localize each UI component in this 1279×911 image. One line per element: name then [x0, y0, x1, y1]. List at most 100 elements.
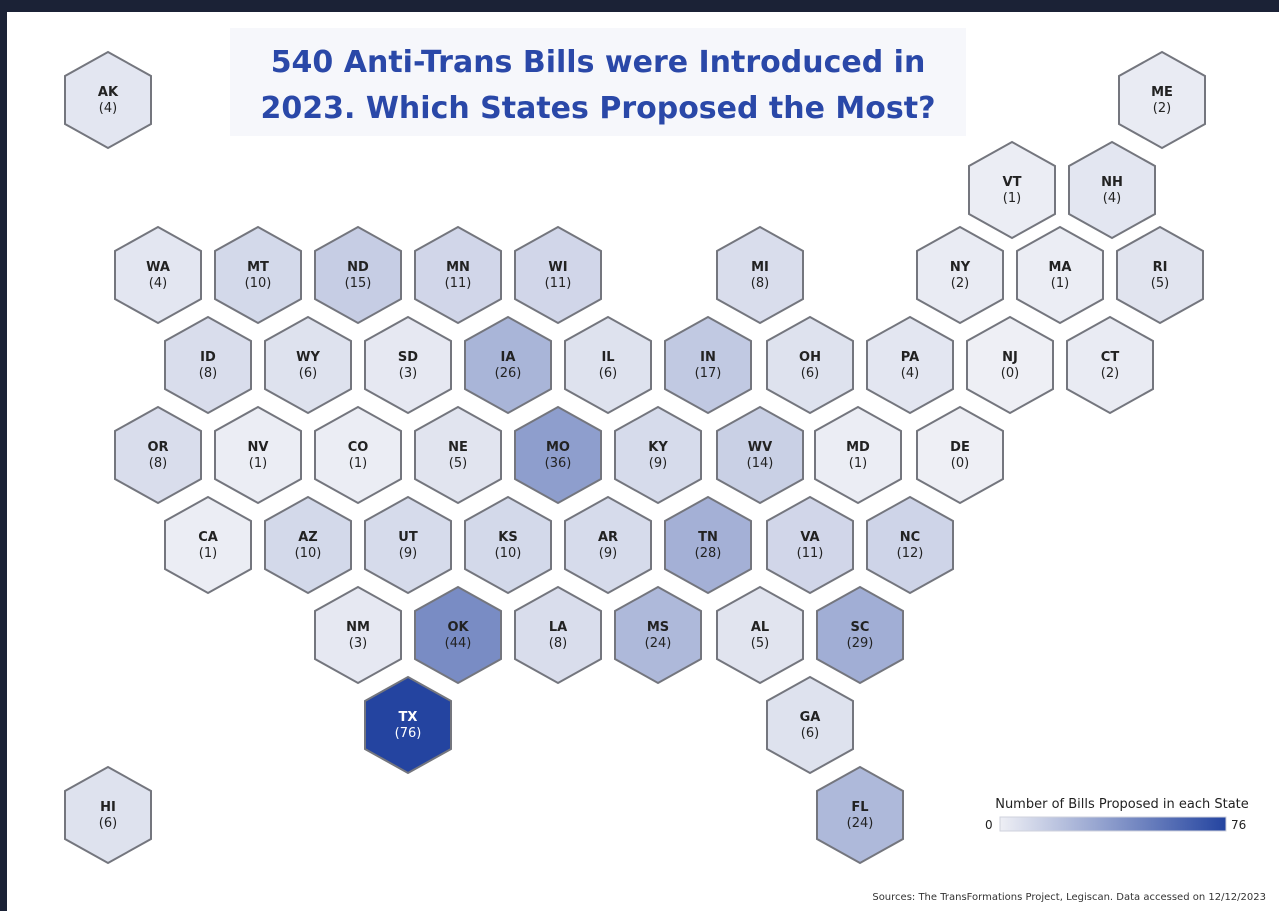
state-abbr: VA: [800, 530, 819, 545]
title-box: [230, 28, 966, 136]
state-abbr: AL: [751, 620, 769, 635]
state-abbr: MD: [846, 440, 870, 455]
state-count: (15): [345, 276, 372, 291]
state-abbr: IL: [601, 350, 614, 365]
state-count: (24): [847, 816, 874, 831]
state-hex: [966, 315, 1054, 415]
state-hex: [816, 765, 904, 865]
state-count: (5): [449, 456, 467, 471]
state-count: (1): [249, 456, 267, 471]
state-abbr: NC: [900, 530, 920, 545]
state-count: (4): [1103, 191, 1121, 206]
state-hex: [716, 585, 804, 685]
state-count: (6): [299, 366, 317, 381]
state-abbr: SD: [398, 350, 418, 365]
state-count: (28): [695, 546, 722, 561]
source: Sources: The TransFormations Project, Le…: [872, 892, 1266, 903]
state-count: (6): [801, 726, 819, 741]
state-count: (3): [349, 636, 367, 651]
state-abbr: OR: [147, 440, 168, 455]
state-count: (5): [1151, 276, 1169, 291]
state-abbr: PA: [901, 350, 919, 365]
state-hex: [114, 225, 202, 325]
state-abbr: AZ: [298, 530, 318, 545]
state-hex: [916, 225, 1004, 325]
state-hex: [314, 405, 402, 505]
state-count: (1): [1003, 191, 1021, 206]
state-count: (44): [445, 636, 472, 651]
state-abbr: IA: [501, 350, 516, 365]
state-hex: [164, 495, 252, 595]
legend-title: Number of Bills Proposed in each State: [995, 797, 1249, 812]
state-count: (0): [951, 456, 969, 471]
state-count: (2): [1101, 366, 1119, 381]
state-count: (12): [897, 546, 924, 561]
state-count: (8): [751, 276, 769, 291]
state-abbr: HI: [100, 800, 116, 815]
state-count: (1): [199, 546, 217, 561]
state-abbr: WI: [548, 260, 567, 275]
state-count: (76): [395, 726, 422, 741]
state-count: (9): [599, 546, 617, 561]
state-hex: [1116, 225, 1204, 325]
state-hex: [716, 225, 804, 325]
state-hex: [314, 585, 402, 685]
state-hex: [766, 675, 854, 775]
state-abbr: AK: [98, 85, 119, 100]
state-hex: [64, 765, 152, 865]
state-abbr: GA: [800, 710, 821, 725]
state-hex: [314, 225, 402, 325]
state-abbr: MA: [1049, 260, 1072, 275]
state-abbr: MI: [751, 260, 769, 275]
state-hex: [264, 495, 352, 595]
state-hex: [664, 315, 752, 415]
state-hex: [816, 585, 904, 685]
state-hex: [364, 675, 452, 775]
state-count: (24): [645, 636, 672, 651]
state-abbr: NH: [1101, 175, 1123, 190]
state-hex: [564, 495, 652, 595]
state-count: (3): [399, 366, 417, 381]
state-abbr: ME: [1151, 85, 1173, 100]
state-count: (4): [901, 366, 919, 381]
state-hex: [364, 495, 452, 595]
state-count: (8): [549, 636, 567, 651]
state-count: (8): [199, 366, 217, 381]
state-abbr: MS: [647, 620, 669, 635]
state-abbr: NM: [346, 620, 370, 635]
legend-min: 0: [985, 818, 993, 832]
state-hex: [968, 140, 1056, 240]
state-count: (14): [747, 456, 774, 471]
state-abbr: ID: [200, 350, 216, 365]
state-count: (10): [245, 276, 272, 291]
state-abbr: WV: [748, 440, 772, 455]
state-hex: [614, 405, 702, 505]
state-abbr: OH: [799, 350, 821, 365]
state-abbr: FL: [851, 800, 868, 815]
state-hex: [1118, 50, 1206, 150]
state-count: (4): [99, 101, 117, 116]
state-hex: [514, 585, 602, 685]
state-hex: [414, 585, 502, 685]
state-abbr: CT: [1101, 350, 1120, 365]
state-hex: [1016, 225, 1104, 325]
state-abbr: MT: [247, 260, 269, 275]
state-count: (9): [649, 456, 667, 471]
state-hex: [514, 225, 602, 325]
state-hex: [214, 225, 302, 325]
state-count: (4): [149, 276, 167, 291]
top-bar: [0, 0, 1279, 12]
state-count: (10): [495, 546, 522, 561]
state-hex: [664, 495, 752, 595]
legend-max: 76: [1231, 818, 1246, 832]
state-abbr: MN: [446, 260, 470, 275]
state-count: (6): [599, 366, 617, 381]
state-abbr: WA: [146, 260, 170, 275]
state-abbr: RI: [1153, 260, 1168, 275]
state-count: (0): [1001, 366, 1019, 381]
state-abbr: TX: [399, 710, 418, 725]
state-abbr: OK: [447, 620, 469, 635]
state-hex: [564, 315, 652, 415]
state-hex: [114, 405, 202, 505]
state-hex: [766, 315, 854, 415]
